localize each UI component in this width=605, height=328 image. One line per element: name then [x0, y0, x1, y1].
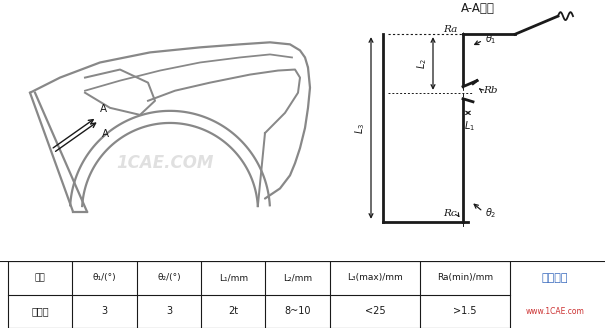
Text: A: A: [102, 129, 110, 139]
Text: $\theta_1$: $\theta_1$: [485, 32, 497, 46]
Text: www.1CAE.com: www.1CAE.com: [526, 307, 584, 316]
Text: <25: <25: [365, 306, 385, 317]
Text: $L_3$: $L_3$: [353, 122, 367, 133]
Text: 3: 3: [166, 306, 172, 317]
Text: L₂/mm: L₂/mm: [283, 273, 312, 282]
Text: $\theta_2$: $\theta_2$: [485, 206, 497, 219]
Text: 3: 3: [102, 306, 108, 317]
Bar: [8, 261, 510, 328]
Text: Ra: Ra: [443, 25, 457, 34]
Text: 1CAE.COM: 1CAE.COM: [116, 154, 214, 172]
Text: $L_1$: $L_1$: [465, 119, 476, 133]
Text: 2t: 2t: [228, 306, 238, 317]
Text: 8~10: 8~10: [284, 306, 311, 317]
Text: 仿真在线: 仿真在线: [541, 273, 568, 283]
Text: L₁/mm: L₁/mm: [218, 273, 248, 282]
Text: 类别: 类别: [35, 273, 45, 282]
Text: Rc: Rc: [443, 209, 457, 218]
Text: 建议値: 建议値: [31, 306, 49, 317]
Text: A: A: [100, 104, 107, 114]
Text: θ₁/(°): θ₁/(°): [93, 273, 116, 282]
Text: Ra(min)/mm: Ra(min)/mm: [437, 273, 493, 282]
Text: $L_2$: $L_2$: [415, 58, 429, 69]
Text: Rb: Rb: [483, 86, 497, 95]
Text: L₃(max)/mm: L₃(max)/mm: [347, 273, 403, 282]
Text: A-A放大: A-A放大: [461, 2, 495, 14]
Text: >1.5: >1.5: [453, 306, 477, 317]
Text: θ₂/(°): θ₂/(°): [157, 273, 181, 282]
